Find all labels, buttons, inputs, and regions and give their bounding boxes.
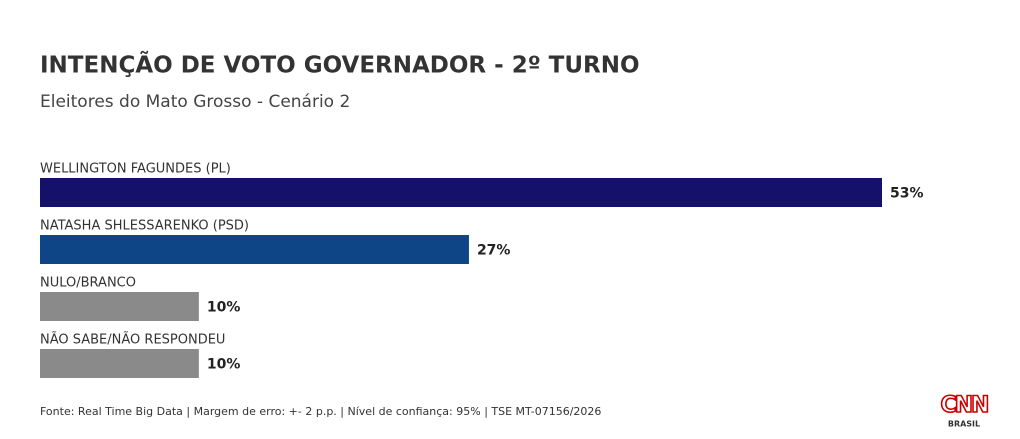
logo-sub: BRASIL: [948, 420, 980, 429]
value-label: 53%: [890, 186, 924, 202]
bar: [40, 178, 882, 207]
value-label: 10%: [207, 357, 241, 373]
bar: [40, 235, 469, 264]
source-note: Fonte: Real Time Big Data | Margem de er…: [40, 405, 601, 418]
value-label: 27%: [477, 243, 511, 259]
chart-title: INTENÇÃO DE VOTO GOVERNADOR - 2º TURNO: [40, 51, 640, 79]
chart-subtitle: Eleitores do Mato Grosso - Cenário 2: [40, 92, 350, 112]
value-label: 10%: [207, 300, 241, 316]
category-label: NULO/BRANCO: [40, 276, 136, 291]
logo-name: CNN: [941, 393, 989, 418]
bar: [40, 292, 199, 321]
bar: [40, 349, 199, 378]
category-label: NATASHA SHLESSARENKO (PSD): [40, 219, 249, 234]
category-label: WELLINGTON FAGUNDES (PL): [40, 162, 231, 177]
category-label: NÃO SABE/NÃO RESPONDEU: [40, 332, 225, 348]
